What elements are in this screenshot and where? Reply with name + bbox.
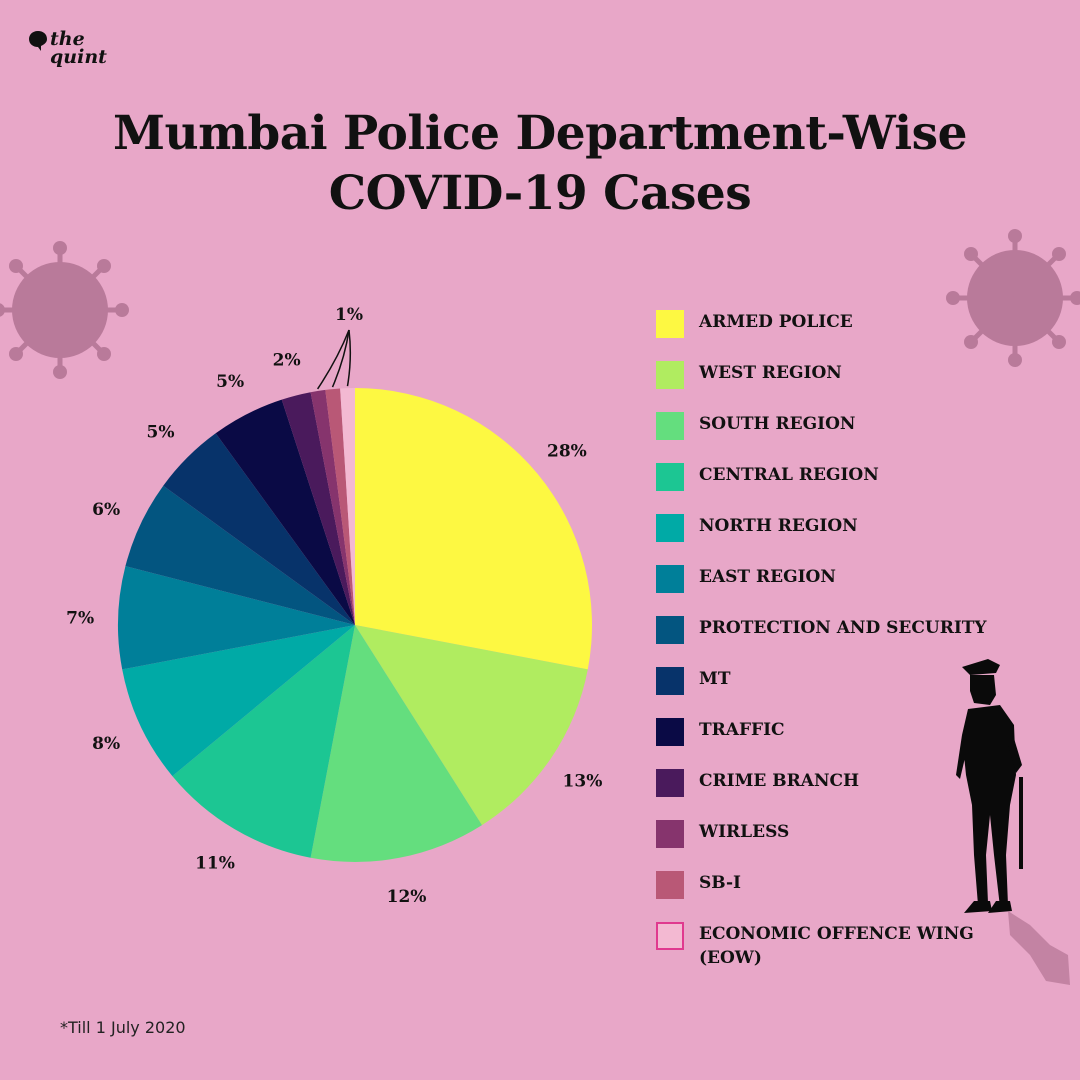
legend-item: CRIME BRANCH xyxy=(656,767,1066,818)
legend-label: WIRLESS xyxy=(699,822,790,842)
page-title: Mumbai Police Department-Wise COVID-19 C… xyxy=(0,104,1080,224)
value-label-5: 7% xyxy=(66,608,94,628)
value-label-6: 6% xyxy=(92,500,120,520)
legend-swatch xyxy=(656,667,684,695)
legend-item: MT xyxy=(656,665,1066,716)
legend-label: CENTRAL REGION xyxy=(699,465,879,485)
pie-slice-west-region xyxy=(355,625,588,826)
pie-slice-central-region xyxy=(172,625,355,858)
legend-swatch xyxy=(656,310,684,338)
legend-item: CENTRAL REGION xyxy=(656,461,1066,512)
pie-slice-mt xyxy=(163,433,355,625)
pie-slice-armed-police xyxy=(355,388,592,670)
pie-slice-east-region xyxy=(118,566,356,670)
legend-item: ARMED POLICE xyxy=(656,308,1066,359)
legend-item: EAST REGION xyxy=(656,563,1066,614)
value-label-7: 5% xyxy=(147,423,175,443)
legend-label: PROTECTION AND SECURITY xyxy=(699,618,987,638)
legend-item: PROTECTION AND SECURITY xyxy=(656,614,1066,665)
legend-label: NORTH REGION xyxy=(699,516,858,536)
pie-slice-sb-i xyxy=(325,388,355,625)
policeman-silhouette xyxy=(956,659,1070,985)
legend-label: EAST REGION xyxy=(699,567,836,587)
brand-logo: the quint xyxy=(28,28,118,78)
value-label-1: 13% xyxy=(563,772,603,792)
legend-swatch xyxy=(656,820,684,848)
legend-swatch xyxy=(656,514,684,542)
value-label-8: 5% xyxy=(216,372,244,392)
leader-line-11 xyxy=(331,329,350,388)
legend-item: NORTH REGION xyxy=(656,512,1066,563)
legend-swatch xyxy=(656,616,684,644)
legend-label: SB-I xyxy=(699,873,741,893)
value-label-4: 8% xyxy=(92,734,120,754)
quint-logo-mark xyxy=(29,31,47,51)
leader-line-10 xyxy=(316,329,350,390)
legend-swatch xyxy=(656,871,684,899)
pie-slice-wirless xyxy=(310,389,355,625)
pie-slice-economic-offence-wing-eow xyxy=(340,388,355,625)
legend-item: SOUTH REGION xyxy=(656,410,1066,461)
legend-swatch xyxy=(656,769,684,797)
value-label-11: 1% xyxy=(335,305,363,325)
legend-label: SOUTH REGION xyxy=(699,414,856,434)
value-label-9: 2% xyxy=(273,351,301,371)
legend-swatch xyxy=(656,922,684,950)
legend-label: ECONOMIC OFFENCE WING (EOW) xyxy=(699,924,974,968)
pie-chart: 28% 13% 12% 11% 8% 7% 6% 5% 5% 2% 1% xyxy=(66,305,603,907)
pie-slice-traffic xyxy=(215,399,355,625)
legend-swatch xyxy=(656,412,684,440)
logo-text: the quint xyxy=(50,28,107,68)
chart-legend: ARMED POLICE WEST REGION SOUTH REGION CENTR… xyxy=(656,308,1066,971)
pie-slice-protection-and-security xyxy=(125,485,355,625)
legend-swatch xyxy=(656,565,684,593)
value-label-3: 11% xyxy=(195,854,235,874)
legend-item: ECONOMIC OFFENCE WING (EOW) xyxy=(656,920,1066,971)
legend-label: CRIME BRANCH xyxy=(699,771,860,791)
footnote: *Till 1 July 2020 xyxy=(60,1018,186,1037)
title-line-1: Mumbai Police Department-Wise xyxy=(112,106,968,161)
value-label-2: 12% xyxy=(387,887,427,907)
legend-item: TRAFFIC xyxy=(656,716,1066,767)
virus-decoration-left xyxy=(0,241,129,379)
title-line-2: COVID-19 Cases xyxy=(328,166,752,221)
legend-label: MT xyxy=(699,669,731,689)
virus-decoration-right xyxy=(946,229,1080,367)
legend-item: SB-I xyxy=(656,869,1066,920)
pie-slice-south-region xyxy=(310,625,482,862)
pie-slice-crime-branch xyxy=(281,392,355,625)
legend-swatch xyxy=(656,718,684,746)
leader-line-12 xyxy=(346,329,352,387)
legend-swatch xyxy=(656,463,684,491)
legend-swatch xyxy=(656,361,684,389)
legend-label: TRAFFIC xyxy=(699,720,785,740)
legend-item: WIRLESS xyxy=(656,818,1066,869)
pie-slice-north-region xyxy=(122,625,355,777)
legend-label: ARMED POLICE xyxy=(699,312,853,332)
legend-item: WEST REGION xyxy=(656,359,1066,410)
value-label-0: 28% xyxy=(547,442,587,462)
legend-label: WEST REGION xyxy=(699,363,842,383)
